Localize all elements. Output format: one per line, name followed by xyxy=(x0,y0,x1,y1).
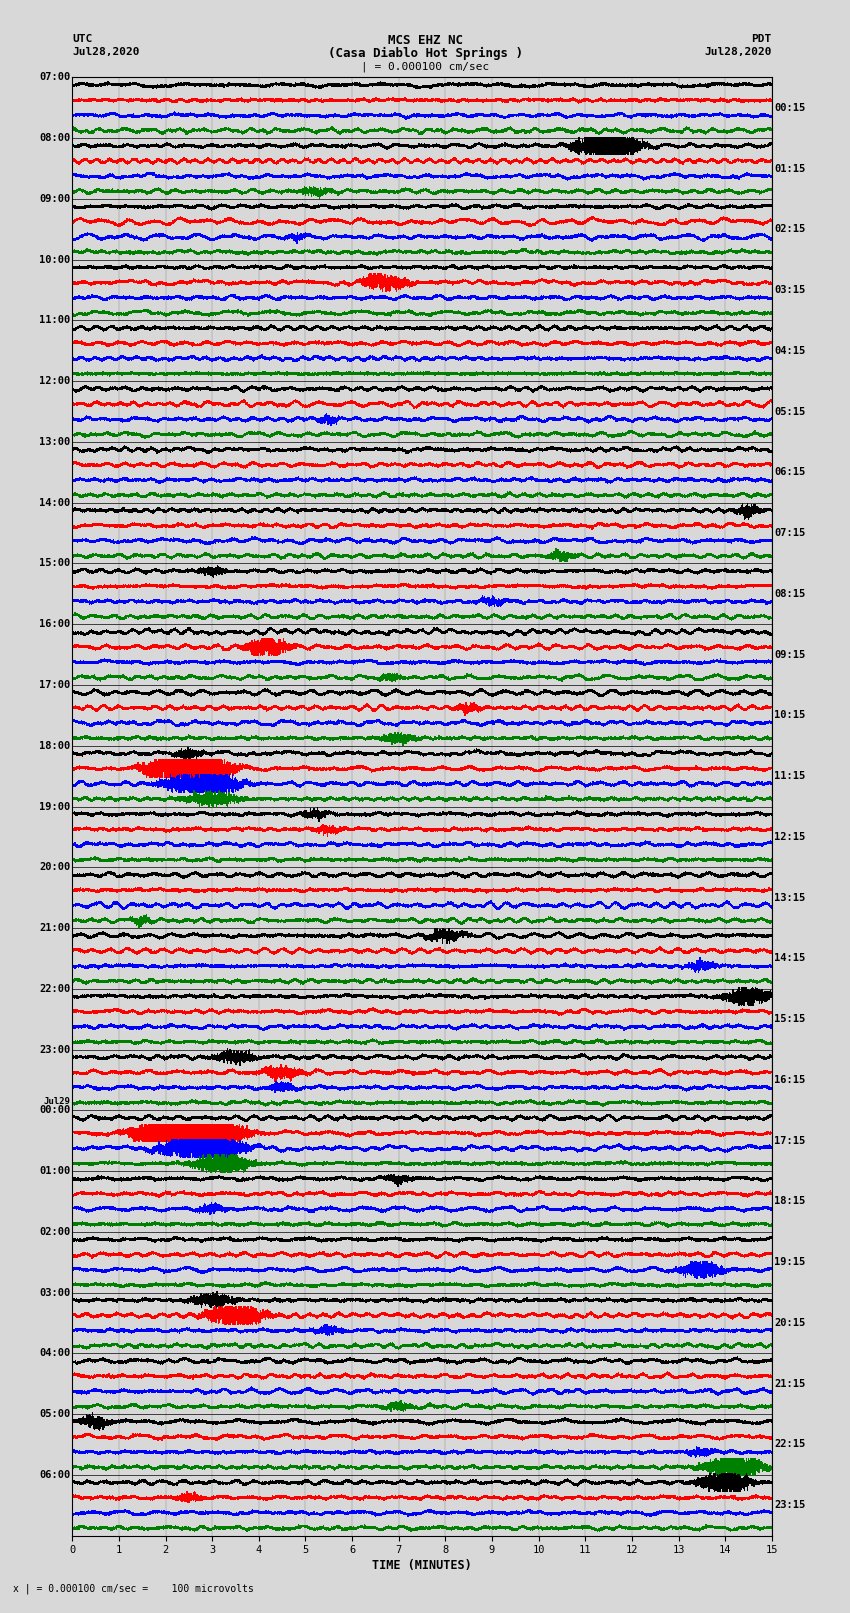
Text: 19:00: 19:00 xyxy=(39,802,71,811)
Text: 06:00: 06:00 xyxy=(39,1469,71,1479)
Text: 10:15: 10:15 xyxy=(774,710,806,721)
Text: 05:00: 05:00 xyxy=(39,1410,71,1419)
Text: 23:15: 23:15 xyxy=(774,1500,806,1510)
Text: 01:00: 01:00 xyxy=(39,1166,71,1176)
Text: 17:00: 17:00 xyxy=(39,681,71,690)
Text: Jul29: Jul29 xyxy=(43,1097,71,1107)
Text: 13:15: 13:15 xyxy=(774,892,806,903)
Text: 08:00: 08:00 xyxy=(39,134,71,144)
Text: 09:15: 09:15 xyxy=(774,650,806,660)
Text: 16:00: 16:00 xyxy=(39,619,71,629)
Text: 11:15: 11:15 xyxy=(774,771,806,781)
Text: 07:00: 07:00 xyxy=(39,73,71,82)
X-axis label: TIME (MINUTES): TIME (MINUTES) xyxy=(372,1560,472,1573)
Text: 19:15: 19:15 xyxy=(774,1257,806,1268)
Text: 10:00: 10:00 xyxy=(39,255,71,265)
Text: 22:00: 22:00 xyxy=(39,984,71,994)
Text: 20:15: 20:15 xyxy=(774,1318,806,1327)
Text: 13:00: 13:00 xyxy=(39,437,71,447)
Text: 07:15: 07:15 xyxy=(774,527,806,539)
Text: 18:00: 18:00 xyxy=(39,740,71,750)
Text: 21:00: 21:00 xyxy=(39,923,71,932)
Text: 03:00: 03:00 xyxy=(39,1287,71,1297)
Text: 08:15: 08:15 xyxy=(774,589,806,598)
Text: 02:00: 02:00 xyxy=(39,1227,71,1237)
Text: 05:15: 05:15 xyxy=(774,406,806,416)
Text: 18:15: 18:15 xyxy=(774,1197,806,1207)
Text: 17:15: 17:15 xyxy=(774,1136,806,1145)
Text: | = 0.000100 cm/sec: | = 0.000100 cm/sec xyxy=(361,61,489,73)
Text: 04:15: 04:15 xyxy=(774,345,806,356)
Text: 04:00: 04:00 xyxy=(39,1348,71,1358)
Text: 21:15: 21:15 xyxy=(774,1379,806,1389)
Text: 11:00: 11:00 xyxy=(39,316,71,326)
Text: Jul28,2020: Jul28,2020 xyxy=(705,47,772,56)
Text: 00:15: 00:15 xyxy=(774,103,806,113)
Text: 06:15: 06:15 xyxy=(774,468,806,477)
Text: 15:15: 15:15 xyxy=(774,1015,806,1024)
Text: PDT: PDT xyxy=(751,34,772,44)
Text: 20:00: 20:00 xyxy=(39,863,71,873)
Text: 22:15: 22:15 xyxy=(774,1439,806,1450)
Text: 16:15: 16:15 xyxy=(774,1074,806,1086)
Text: 12:15: 12:15 xyxy=(774,832,806,842)
Text: 14:00: 14:00 xyxy=(39,498,71,508)
Text: 01:15: 01:15 xyxy=(774,163,806,174)
Text: 02:15: 02:15 xyxy=(774,224,806,234)
Text: (Casa Diablo Hot Springs ): (Casa Diablo Hot Springs ) xyxy=(327,47,523,60)
Text: 15:00: 15:00 xyxy=(39,558,71,568)
Text: 23:00: 23:00 xyxy=(39,1045,71,1055)
Text: 14:15: 14:15 xyxy=(774,953,806,963)
Text: x | = 0.000100 cm/sec =    100 microvolts: x | = 0.000100 cm/sec = 100 microvolts xyxy=(13,1582,253,1594)
Text: Jul28,2020: Jul28,2020 xyxy=(72,47,139,56)
Text: UTC: UTC xyxy=(72,34,93,44)
Text: 03:15: 03:15 xyxy=(774,286,806,295)
Text: MCS EHZ NC: MCS EHZ NC xyxy=(388,34,462,47)
Text: 09:00: 09:00 xyxy=(39,194,71,203)
Text: 12:00: 12:00 xyxy=(39,376,71,386)
Text: 00:00: 00:00 xyxy=(39,1105,71,1115)
